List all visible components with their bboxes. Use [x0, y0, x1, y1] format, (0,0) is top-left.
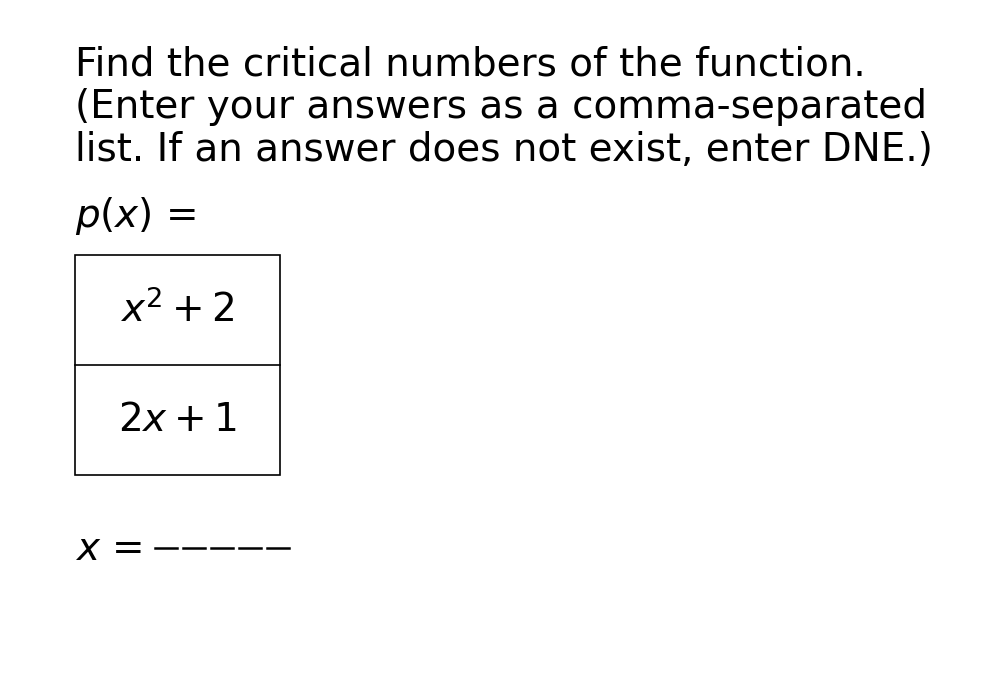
- Text: $x^2 + 2$: $x^2 + 2$: [121, 290, 235, 330]
- Text: $2x + 1$: $2x + 1$: [119, 401, 237, 439]
- Text: $p(x)$ =: $p(x)$ =: [75, 195, 196, 237]
- Text: list. If an answer does not exist, enter DNE.): list. If an answer does not exist, enter…: [75, 131, 933, 169]
- Text: Find the critical numbers of the function.: Find the critical numbers of the functio…: [75, 45, 865, 83]
- Text: $x$ =: $x$ =: [75, 530, 142, 568]
- Text: (Enter your answers as a comma-separated: (Enter your answers as a comma-separated: [75, 88, 927, 126]
- Bar: [75, 255, 280, 475]
